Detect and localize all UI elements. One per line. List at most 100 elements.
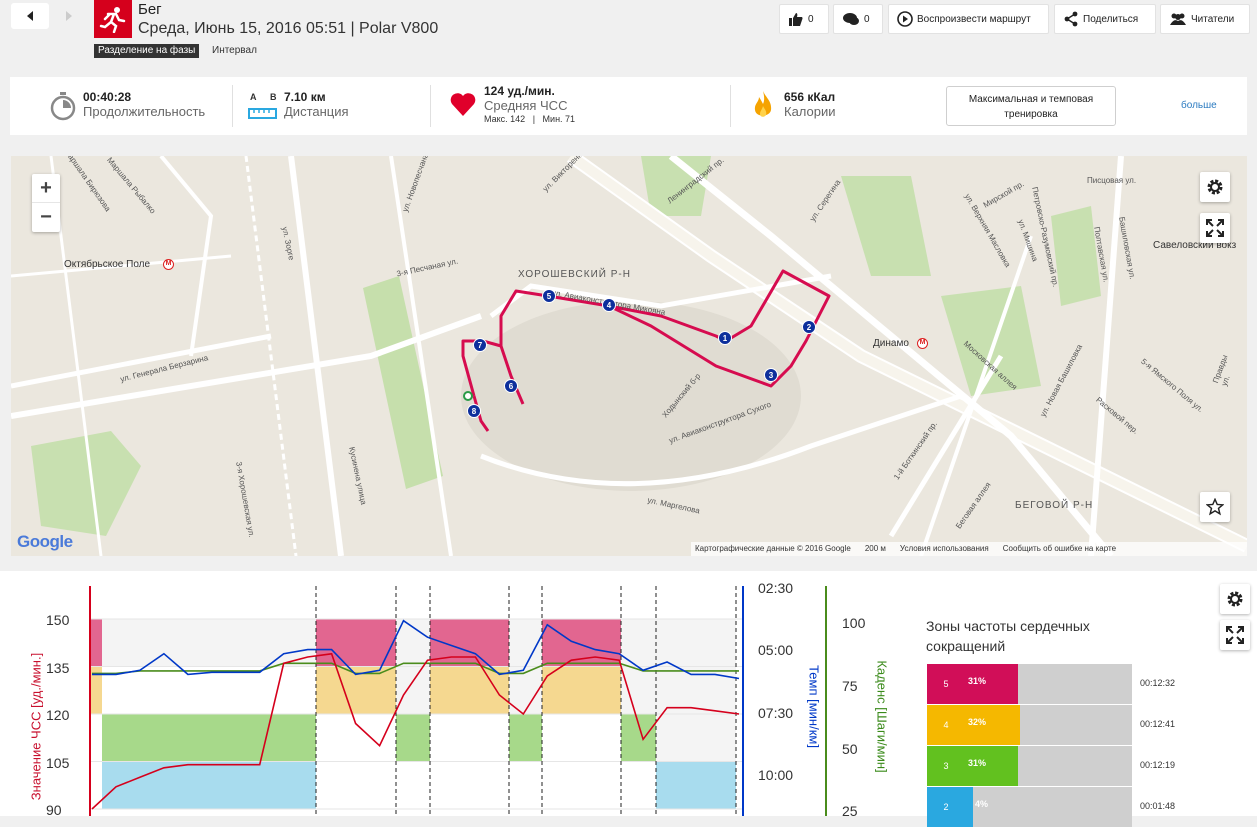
replay-route-button[interactable]: Воспроизвести маршрут xyxy=(888,4,1049,34)
hr-zone-band-empty xyxy=(102,619,316,667)
phase-tab-active[interactable]: Разделение на фазы xyxy=(94,44,200,58)
hr-zone-band-empty xyxy=(656,619,736,762)
comment-count: 0 xyxy=(864,13,870,25)
map-label-khoroshevsky: ХОРОШЕВСКИЙ Р-Н xyxy=(518,269,631,280)
session-subtitle: Среда, Июнь 15, 2016 05:51 | Polar V800 xyxy=(138,20,439,37)
summary-divider xyxy=(430,85,431,127)
expand-icon xyxy=(1226,626,1244,644)
followers-button[interactable]: Читатели xyxy=(1160,4,1250,34)
hr-zone-band-5 xyxy=(316,619,396,667)
share-label: Поделиться xyxy=(1083,13,1139,25)
forward-button[interactable] xyxy=(50,3,88,29)
hr-zone-band-2 xyxy=(656,761,736,809)
pace-series-line xyxy=(92,619,740,680)
zoom-in-button[interactable]: + xyxy=(32,174,60,203)
zone-number: 3 xyxy=(927,746,965,786)
replay-route-label: Воспроизвести маршрут xyxy=(917,13,1031,25)
pace-tick: 07:30 xyxy=(758,705,794,721)
hr-tick: 105 xyxy=(46,755,70,771)
pace-tick: 02:30 xyxy=(758,580,794,596)
hr-pace-cadence-chart[interactable] xyxy=(0,571,900,816)
hr-tick: 150 xyxy=(46,612,70,628)
route-map[interactable]: Октябрьское Поле ХОРОШЕВСКИЙ Р-Н Динамо … xyxy=(11,156,1247,556)
training-benefit-badge[interactable]: Максимальная и темповая тренировка xyxy=(946,86,1116,126)
zone-time: 00:12:41 xyxy=(1140,719,1176,729)
zone-number: 4 xyxy=(927,705,965,745)
lap-marker-3[interactable]: 3 xyxy=(764,368,778,382)
lap-marker-2[interactable]: 2 xyxy=(802,320,816,334)
hr-zone-band-3 xyxy=(621,714,656,762)
zoom-out-button[interactable]: − xyxy=(40,206,52,228)
top-bar: Бег Среда, Июнь 15, 2016 05:51 | Polar V… xyxy=(0,0,1257,68)
hr-tick: 135 xyxy=(46,660,70,676)
lap-marker-7[interactable]: 7 xyxy=(473,338,487,352)
map-fullscreen-button[interactable] xyxy=(1200,213,1230,243)
hr-zones-title: Зоны частоты сердечных сокращений xyxy=(926,618,1090,654)
map-favorite-button[interactable] xyxy=(1200,492,1230,522)
share-button[interactable]: Поделиться xyxy=(1054,4,1156,34)
google-logo: Google xyxy=(17,532,73,551)
hr-min: Мин. 71 xyxy=(542,114,576,124)
hr-axis-title-wrap: Значение ЧСС [уд./мин.] xyxy=(26,621,46,816)
chart-settings-button[interactable] xyxy=(1220,584,1250,614)
zone-time: 00:01:48 xyxy=(1140,801,1176,811)
map-report-link[interactable]: Сообщить об ошибке на карте xyxy=(1002,544,1117,553)
like-button[interactable]: 0 xyxy=(779,4,829,34)
hr-zone-band-4 xyxy=(90,666,102,714)
pace-axis-title-wrap: Темп [мин/км] xyxy=(804,621,824,816)
distance-point-a: A xyxy=(250,92,257,102)
gear-icon xyxy=(1207,179,1223,195)
cadence-tick: 100 xyxy=(842,615,866,631)
metro-icon: M xyxy=(163,259,174,270)
cadence-tick: 50 xyxy=(842,741,858,757)
like-count: 0 xyxy=(808,13,814,25)
chart-fullscreen-button[interactable] xyxy=(1220,620,1250,650)
avg-hr-label: Средняя ЧСС xyxy=(484,98,568,113)
zone-bar-remainder xyxy=(1020,705,1132,745)
cadence-tick: 75 xyxy=(842,678,858,694)
sport-title: Бег xyxy=(138,1,162,18)
stopwatch-icon xyxy=(50,92,76,121)
comment-button[interactable]: 0 xyxy=(833,4,883,34)
zone-bar-remainder: 4% xyxy=(973,787,1132,827)
hr-zone-band-4 xyxy=(542,666,621,714)
running-icon xyxy=(94,0,132,38)
zone-percent-bar: 31% xyxy=(965,746,1018,786)
pace-tick: 10:00 xyxy=(758,767,794,783)
duration-value: 00:40:28 xyxy=(83,90,132,104)
calories-label: Калории xyxy=(784,104,836,119)
back-button[interactable] xyxy=(11,3,49,29)
cadence-axis-title-wrap: Каденс [Шаги/мин] xyxy=(872,621,892,816)
hr-zone-band-3 xyxy=(102,714,316,762)
map-label-oktyabrskoe: Октябрьское Поле xyxy=(64,259,151,270)
hr-zone-band-3 xyxy=(509,714,542,762)
summary-divider xyxy=(730,85,731,127)
cadence-tick: 25 xyxy=(842,803,858,819)
zone-bar-remainder xyxy=(1018,746,1132,786)
map-settings-button[interactable] xyxy=(1200,172,1230,202)
ruler-icon xyxy=(248,108,277,119)
hr-max: Макс. 142 xyxy=(484,114,526,124)
star-icon xyxy=(1206,498,1224,516)
hr-zone-band-3 xyxy=(396,714,430,762)
lap-marker-4[interactable]: 4 xyxy=(602,298,616,312)
charts-panel: Значение ЧСС [уд./мин.] 150 135 120 105 … xyxy=(0,571,1257,827)
calories-value: 656 кКал xyxy=(784,90,836,104)
summary-panel: 00:40:28 Продолжительность A B 7.10 км Д… xyxy=(10,77,1247,135)
lap-marker-5[interactable]: 5 xyxy=(542,289,556,303)
zone-percent-bar: 31% xyxy=(965,664,1018,704)
lap-marker-1[interactable]: 1 xyxy=(718,331,732,345)
lap-marker-8[interactable]: 8 xyxy=(467,404,481,418)
map-terms-link[interactable]: Условия использования xyxy=(899,544,989,553)
cadence-axis-title: Каденс [Шаги/мин] xyxy=(874,660,890,773)
play-icon xyxy=(897,11,913,27)
lap-marker-6[interactable]: 6 xyxy=(504,379,518,393)
zone-percent-bar: 32% xyxy=(965,705,1020,745)
map-attribution: Картографические данные © 2016 Google xyxy=(695,544,851,553)
distance-value: 7.10 км xyxy=(284,90,326,104)
more-link[interactable]: больше xyxy=(1181,100,1217,111)
flame-icon xyxy=(754,91,772,117)
phase-tab-interval[interactable]: Интервал xyxy=(212,45,257,56)
map-scale: 200 м xyxy=(864,544,886,553)
avg-hr-value: 124 уд./мин. xyxy=(484,84,555,98)
